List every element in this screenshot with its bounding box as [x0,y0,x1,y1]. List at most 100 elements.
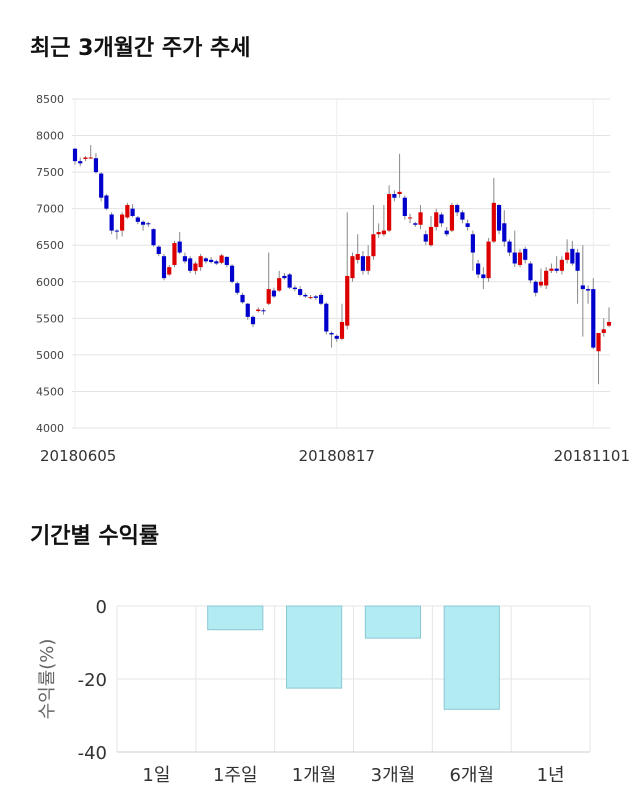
candle [318,292,324,306]
candle-body [381,230,386,235]
candle-body [282,275,287,279]
candle-body [303,294,308,297]
candle-body [444,230,449,235]
candle-body [496,205,502,231]
candle [580,245,585,337]
candle [298,286,303,297]
candle-body [182,256,188,262]
candle-body [397,191,402,195]
candle [470,230,475,271]
candle-body [407,217,413,219]
candle [428,215,434,247]
candle [334,334,339,342]
candle-body [470,234,475,253]
candle [544,267,549,290]
candle-body [606,321,612,326]
candle [554,256,559,274]
candle [528,261,533,284]
price-trend-title: 최근 3개월간 주가 추세 [30,36,251,61]
candle [282,273,287,280]
y-tick-label: 5000 [36,349,64,362]
y-tick-label: 6500 [36,239,64,252]
candle-body [167,267,172,275]
y-tick-label: 8500 [36,93,64,106]
candle [140,220,146,231]
candle-body [104,195,109,209]
candle-body [460,212,465,220]
x-tick-label: 20180817 [299,447,375,465]
candle [114,229,119,240]
candle-body [298,289,303,295]
candle [109,212,114,235]
candle-body [585,289,591,291]
candle-body [125,205,130,218]
return-bar [285,605,343,689]
candle [476,259,481,279]
candle-body [366,256,371,271]
candle [449,202,455,233]
candle-body [256,309,261,312]
candle-body [109,214,114,231]
candle [177,232,182,254]
candle-body [418,212,423,225]
candle-body [130,208,135,216]
candle-body [549,268,554,271]
candle [292,285,297,292]
candle [271,287,277,298]
candle-body [235,283,240,293]
bar-y-tick-label: -40 [78,743,107,764]
candle-body [313,296,318,298]
candle [266,252,271,306]
candle [606,307,612,328]
candle [423,230,428,246]
candle-body [491,202,496,242]
candle [481,267,486,290]
candle [465,219,470,231]
candle-body [177,241,182,253]
candle-body [428,226,434,246]
bar-y-tick-label: 0 [96,597,107,618]
candle [198,253,203,271]
candle [78,157,83,167]
candle [256,307,261,313]
candlestick-chart: 4000 4500 5000 5500 6000 6500 7000 7500 8000 8500… [36,93,630,465]
y-tick-label: 5500 [36,312,64,325]
bar-x-tick-label: 6개월 [449,765,494,786]
bar-x-tick-label: 1개월 [292,765,337,786]
bar-y-tick-label: -20 [78,670,107,691]
candle-body [481,274,486,279]
candle [434,208,439,231]
candle-body [156,246,161,254]
candle-body [161,256,167,279]
candle [413,221,418,227]
candle [125,202,130,219]
candle [455,203,460,216]
candle-body [193,263,198,271]
candle [214,259,219,265]
candle-body [339,321,345,339]
candle [277,270,282,293]
candle [93,153,99,174]
candle-body [392,194,397,198]
candle [224,256,229,268]
candle [203,256,208,264]
candle-body [135,217,140,222]
bar-y-axis-label: 수익률(%) [37,639,58,720]
candle-body [413,223,418,225]
candle-body [329,332,334,335]
candle-body [146,223,151,225]
candle-body [324,303,329,332]
candle [245,302,250,320]
bar-x-tick-label: 1년 [537,765,565,786]
candle [209,256,214,264]
candle [235,281,240,295]
candle-body [523,248,528,260]
candle [88,145,93,159]
candle-body [591,289,596,348]
candle [240,292,245,304]
candle [523,246,528,264]
candle [167,264,172,276]
candle-body [596,332,601,352]
candle-body [345,275,350,326]
bar-x-tick-label: 1주일 [213,765,258,786]
